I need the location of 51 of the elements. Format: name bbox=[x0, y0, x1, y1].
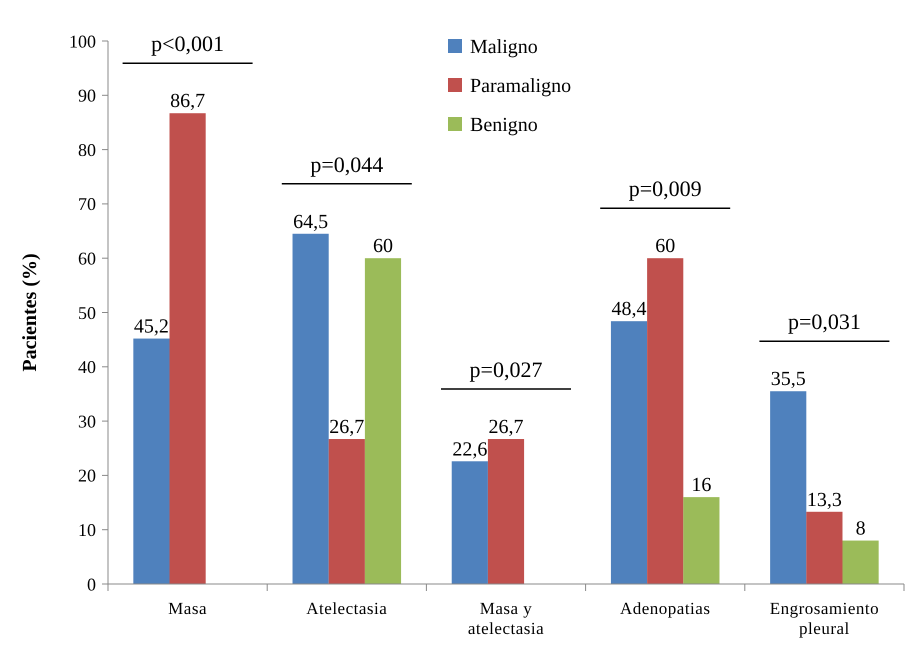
annotation: p<0,001 bbox=[151, 31, 224, 56]
data-label: 48,4 bbox=[612, 298, 647, 320]
bar bbox=[452, 461, 488, 584]
bar bbox=[328, 439, 365, 584]
y-axis-title: Pacientes (%) bbox=[19, 253, 41, 372]
x-tick-label: Atelectasia bbox=[306, 599, 388, 618]
data-label: 35,5 bbox=[770, 368, 806, 390]
data-label: 26,7 bbox=[488, 416, 524, 438]
data-label: 16 bbox=[691, 474, 712, 496]
data-label: 26,7 bbox=[329, 416, 364, 438]
bar bbox=[683, 497, 720, 584]
bar bbox=[610, 321, 648, 584]
x-tick-label: Engrosamiento pleural bbox=[770, 599, 880, 638]
annotation: p=0,044 bbox=[310, 152, 384, 177]
data-label: 13,3 bbox=[806, 488, 842, 511]
bar bbox=[292, 234, 329, 584]
y-tick-label: 80 bbox=[78, 140, 96, 160]
y-tick-label: 40 bbox=[78, 357, 96, 378]
annotation: p=0,031 bbox=[788, 309, 861, 334]
x-tick-label: Adenopatias bbox=[620, 599, 710, 618]
bar bbox=[488, 439, 524, 584]
y-tick-label: 10 bbox=[78, 520, 96, 540]
x-tick-label: Masa y atelectasia bbox=[468, 599, 544, 638]
bar bbox=[806, 512, 842, 584]
legend-label: Paramaligno bbox=[470, 75, 572, 97]
bar bbox=[770, 391, 806, 584]
legend-label: Maligno bbox=[470, 36, 538, 58]
data-label: 45,2 bbox=[134, 316, 169, 338]
bar bbox=[133, 338, 170, 584]
data-label: 22,6 bbox=[452, 438, 488, 460]
y-tick-label: 90 bbox=[78, 86, 96, 106]
bar bbox=[364, 258, 402, 584]
x-tick-label: Masa bbox=[168, 599, 208, 618]
y-tick-label: 20 bbox=[78, 466, 96, 486]
y-tick-label: 50 bbox=[78, 302, 96, 323]
y-tick-label: 60 bbox=[78, 248, 96, 268]
annotation: p=0,009 bbox=[628, 176, 702, 202]
data-label: 8 bbox=[856, 518, 866, 540]
bar bbox=[170, 113, 206, 584]
data-label: 60 bbox=[655, 235, 676, 258]
y-tick-label: 30 bbox=[78, 411, 96, 432]
y-tick-label: 100 bbox=[69, 31, 96, 52]
legend-label: Benigno bbox=[470, 114, 538, 136]
y-tick-label: 0 bbox=[87, 574, 96, 594]
bar bbox=[647, 258, 684, 584]
y-tick-label: 70 bbox=[78, 194, 96, 214]
data-label: 86,7 bbox=[170, 90, 206, 112]
data-label: 60 bbox=[372, 235, 393, 258]
annotation: p=0,027 bbox=[470, 357, 542, 382]
bar bbox=[842, 540, 879, 584]
data-label: 64,5 bbox=[293, 210, 328, 233]
